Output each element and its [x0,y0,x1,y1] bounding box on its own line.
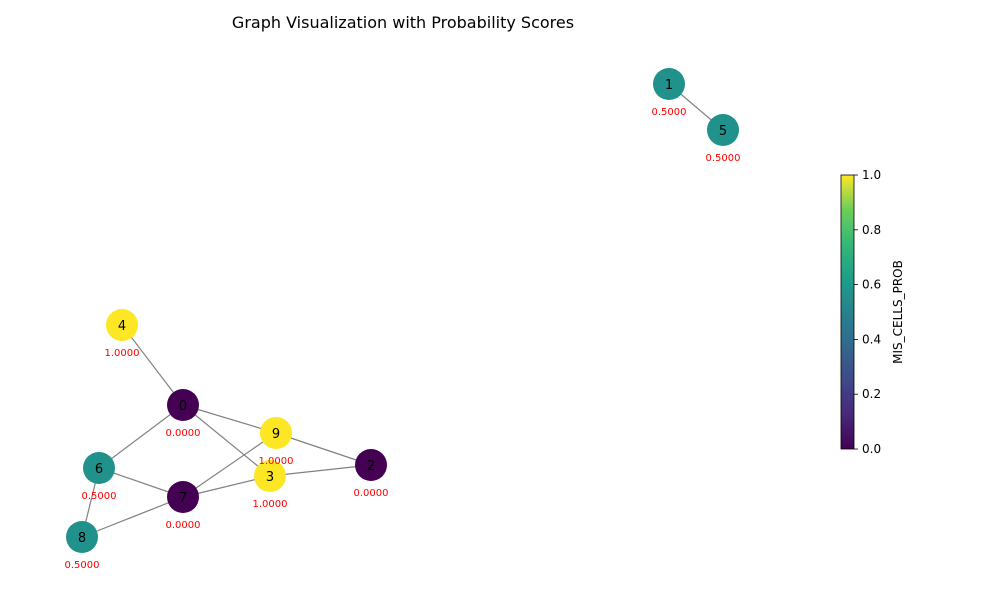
chart-title: Graph Visualization with Probability Sco… [232,13,574,32]
node-circle [167,389,199,421]
node-score-label: 1.0000 [253,499,288,510]
node-circle [653,68,685,100]
node-label: 5 [719,124,727,139]
node-label: 9 [272,427,280,442]
node-label: 0 [179,399,187,414]
node-label: 3 [266,470,274,485]
node-label: 4 [118,319,126,334]
node-circle [260,417,292,449]
node-circle [707,114,739,146]
node-7: 7 0.0000 [166,481,201,531]
edge-3-2 [269,464,372,477]
node-score-label: 1.0000 [105,348,140,359]
node-score-label: 0.0000 [166,520,201,531]
node-8: 8 0.5000 [65,521,100,571]
node-score-label: 0.5000 [82,491,117,502]
node-3: 3 1.0000 [253,460,288,510]
node-circle [106,309,138,341]
node-circle [355,449,387,481]
colorbar-tick-label: 0.2 [862,387,881,401]
node-circle [83,452,115,484]
node-score-label: 0.0000 [166,428,201,439]
edges [81,83,724,538]
edge-4-0 [121,324,184,406]
colorbar-ticks: 0.0 0.2 0.4 0.6 0.8 1.0 [854,168,881,456]
colorbar-tick-label: 0.8 [862,223,881,237]
edge-0-6 [98,404,184,469]
node-1: 1 0.5000 [652,68,687,118]
node-score-label: 0.0000 [354,488,389,499]
colorbar-tick-label: 0.4 [862,332,881,346]
node-label: 8 [78,531,86,546]
node-0: 0 0.0000 [166,389,201,439]
node-score-label: 1.0000 [259,456,294,467]
colorbar-label: MIS_CELLS_PROB [891,260,905,364]
colorbar-tick-label: 1.0 [862,168,881,182]
edge-9-7 [182,432,277,498]
edge-0-9 [182,404,277,434]
node-circle [254,460,286,492]
node-label: 7 [179,491,187,506]
node-label: 1 [665,78,673,93]
edge-8-7 [81,496,184,538]
colorbar: 0.0 0.2 0.4 0.6 0.8 1.0 MIS_CELLS_PROB [840,168,905,456]
node-score-label: 0.5000 [65,560,100,571]
node-circle [66,521,98,553]
edge-0-3 [182,404,271,477]
node-4: 4 1.0000 [105,309,140,359]
node-label: 2 [367,459,375,474]
colorbar-tick-label: 0.6 [862,278,881,292]
edge-9-2 [275,432,372,466]
node-5: 5 0.5000 [706,114,741,164]
node-circle [167,481,199,513]
nodes: 0 0.0000 1 0.5000 2 0.0000 3 1.0000 4 1.0000 5 0.50… [65,68,741,571]
node-6: 6 0.5000 [82,452,117,502]
node-9: 9 1.0000 [259,417,294,467]
colorbar-gradient [840,174,855,450]
node-label: 6 [95,462,103,477]
node-score-label: 0.5000 [652,107,687,118]
node-2: 2 0.0000 [354,449,389,499]
colorbar-tick-label: 0.0 [862,442,881,456]
node-score-label: 0.5000 [706,153,741,164]
